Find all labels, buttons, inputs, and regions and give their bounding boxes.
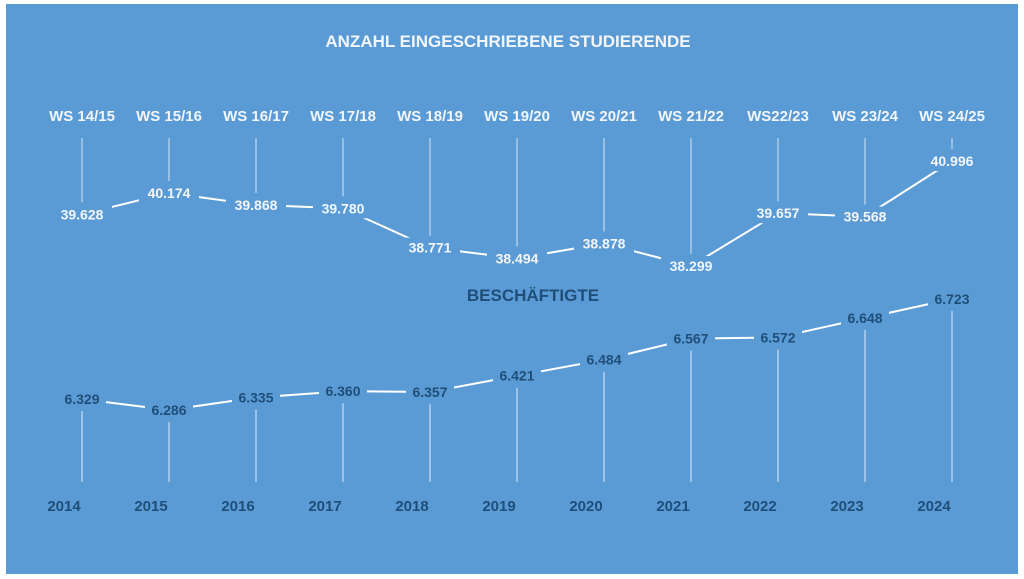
employees-data-label: 6.572 xyxy=(760,329,795,345)
chart-background xyxy=(6,4,1018,574)
students-data-label: 39.780 xyxy=(322,200,365,216)
employees-label-background xyxy=(667,328,715,349)
students-label-background xyxy=(835,206,895,227)
students-data-label: 38.771 xyxy=(409,240,452,256)
employees-data-label: 6.484 xyxy=(586,352,621,368)
students-label-background xyxy=(748,203,808,224)
employees-label-background xyxy=(145,400,193,420)
employees-data-label: 6.723 xyxy=(934,291,969,307)
students-category-label: WS 18/19 xyxy=(397,108,463,125)
employees-chart-title: BESCHÄFTIGTE xyxy=(467,286,599,305)
employees-category-label: 2021 xyxy=(656,498,689,515)
employees-data-label: 6.421 xyxy=(499,368,534,384)
employees-data-label: 6.648 xyxy=(847,310,882,326)
employees-label-background xyxy=(58,389,106,410)
students-data-label: 39.657 xyxy=(757,205,800,221)
employees-category-label: 2024 xyxy=(917,498,951,515)
employees-category-label: 2018 xyxy=(395,498,428,515)
employees-category-label: 2019 xyxy=(482,498,515,515)
students-category-label: WS22/23 xyxy=(747,108,809,125)
students-label-background xyxy=(52,204,112,225)
students-data-label: 38.494 xyxy=(496,250,539,266)
students-category-label: WS 19/20 xyxy=(484,108,550,125)
employees-data-label: 6.329 xyxy=(64,391,99,407)
employees-data-label: 6.335 xyxy=(238,390,273,406)
students-data-label: 38.299 xyxy=(670,258,713,274)
employees-data-label: 6.357 xyxy=(412,384,447,400)
students-category-label: WS 15/16 xyxy=(136,108,202,125)
students-label-background xyxy=(226,194,286,215)
students-category-label: WS 24/25 xyxy=(919,108,985,125)
students-category-label: WS 16/17 xyxy=(223,108,289,125)
students-label-background xyxy=(139,183,199,204)
employees-label-background xyxy=(580,349,628,370)
students-category-label: WS 21/22 xyxy=(658,108,724,125)
employees-label-background xyxy=(406,381,454,402)
students-label-background xyxy=(313,198,373,219)
students-data-label: 39.868 xyxy=(235,197,278,213)
students-data-label: 39.628 xyxy=(61,206,104,222)
students-series: WS 14/15 WS 15/16 WS 16/17 WS 17/18 WS 18/19… xyxy=(49,108,985,276)
students-chart-title: ANZAHL EINGESCHRIEBENE STUDIERENDE xyxy=(325,32,690,51)
employees-label-background xyxy=(232,387,280,408)
employees-data-label: 6.360 xyxy=(325,383,360,399)
students-category-label: WS 23/24 xyxy=(832,108,899,125)
students-data-label: 38.878 xyxy=(583,235,626,251)
students-data-label: 40.174 xyxy=(148,185,191,201)
students-category-label: WS 14/15 xyxy=(49,108,115,125)
employees-label-background xyxy=(841,308,889,329)
employees-label-background xyxy=(754,327,802,348)
employees-category-label: 2022 xyxy=(743,498,776,515)
employees-label-background xyxy=(319,381,367,402)
employees-category-label: 2017 xyxy=(308,498,341,515)
employees-category-label: 2023 xyxy=(830,498,863,515)
employees-category-label: 2020 xyxy=(569,498,602,515)
students-label-background xyxy=(661,256,721,276)
employees-data-label: 6.286 xyxy=(151,402,186,418)
employees-label-background xyxy=(928,289,976,309)
chart-canvas: ANZAHL EINGESCHRIEBENE STUDIERENDE BESCH… xyxy=(6,4,1018,574)
employees-category-label: 2014 xyxy=(47,498,81,515)
students-category-label: WS 20/21 xyxy=(571,108,637,125)
students-label-background xyxy=(400,237,460,258)
students-label-background xyxy=(922,151,982,171)
employees-series: 2014 2015 2016 2017 2018 2019 2020 2021 2022 2023… xyxy=(47,289,976,515)
employees-category-label: 2015 xyxy=(134,498,167,515)
students-data-label: 39.568 xyxy=(844,209,887,225)
students-category-label: WS 17/18 xyxy=(310,108,376,125)
chart-panel: ANZAHL EINGESCHRIEBENE STUDIERENDE BESCH… xyxy=(6,4,1018,574)
employees-data-label: 6.567 xyxy=(673,331,708,347)
students-data-label: 40.996 xyxy=(931,153,974,169)
students-label-background xyxy=(574,233,634,254)
employees-category-label: 2016 xyxy=(221,498,254,515)
students-label-background xyxy=(487,248,547,269)
employees-label-background xyxy=(493,365,541,386)
